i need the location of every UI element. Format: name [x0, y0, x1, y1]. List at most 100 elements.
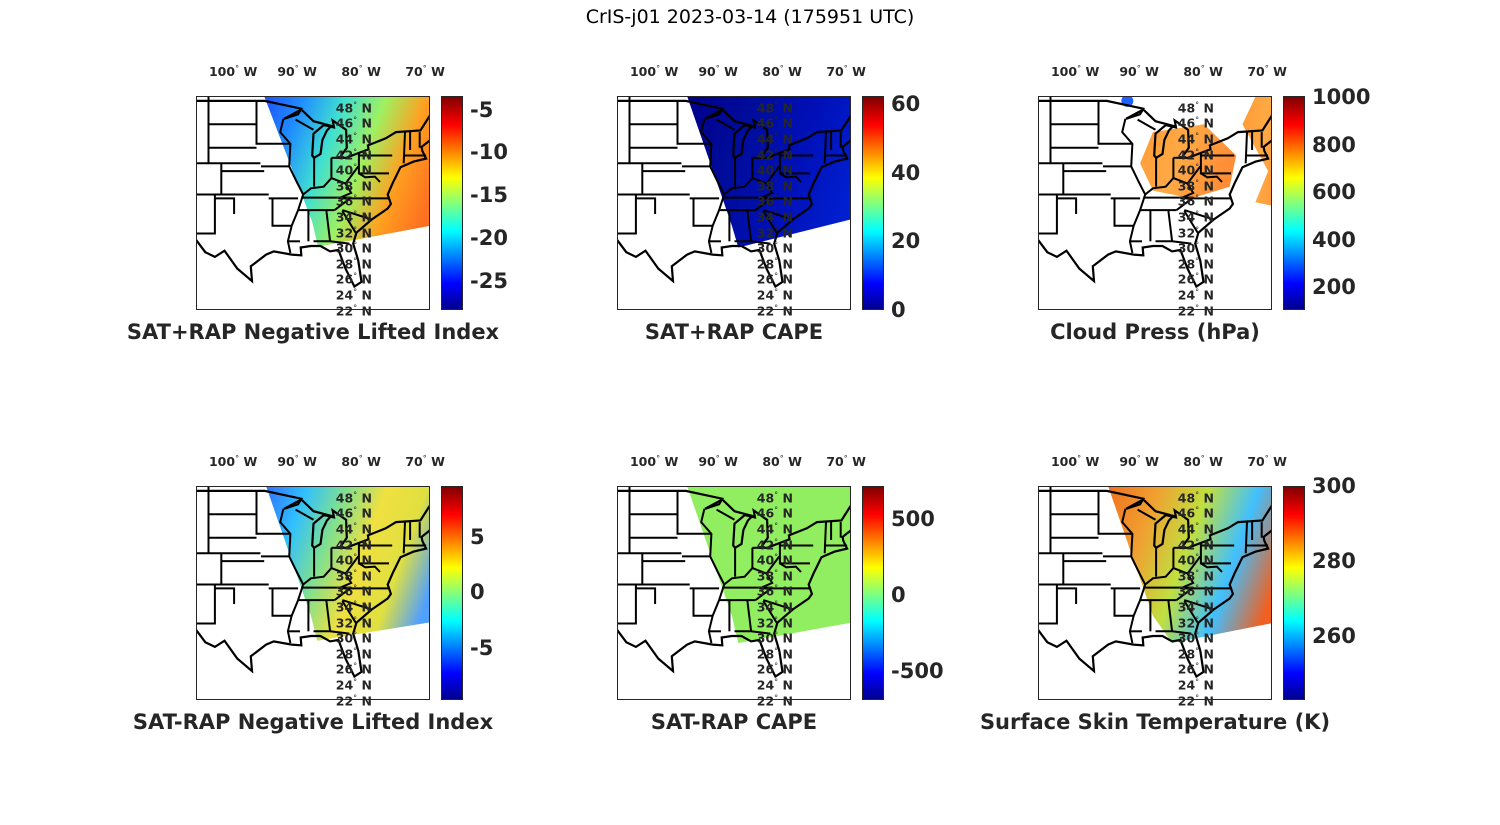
lat-tick-label: 38° N	[757, 178, 793, 193]
lat-value: 48	[756, 100, 775, 116]
degree-symbol: °	[353, 692, 358, 702]
degree-symbol: °	[1195, 599, 1200, 609]
lon-tick-label: 90° W	[698, 64, 738, 79]
panel-title: SAT+RAP CAPE	[644, 320, 824, 344]
lon-hemisphere: W	[1209, 64, 1223, 80]
state-border	[271, 198, 292, 227]
lat-tick-label: 22° N	[1178, 303, 1214, 318]
state-border	[618, 194, 637, 235]
lat-tick-label: 36° N	[1178, 194, 1214, 209]
lat-value: 34	[1177, 599, 1196, 615]
lat-hemisphere: N	[361, 630, 372, 646]
degree-symbol: °	[774, 677, 779, 687]
lat-value: 30	[1177, 240, 1196, 256]
degree-symbol: °	[1195, 224, 1200, 234]
lat-tick-label: 48° N	[757, 100, 793, 115]
degree-symbol: °	[353, 490, 358, 500]
lat-hemisphere: N	[361, 505, 372, 521]
lat-hemisphere: N	[361, 256, 372, 272]
state-border	[676, 490, 712, 535]
lat-tick-label: 44° N	[336, 131, 372, 146]
lon-tick-label: 70° W	[405, 64, 445, 79]
lon-tick-label: 100° W	[630, 454, 678, 469]
lon-hemisphere: W	[243, 64, 258, 80]
state-border	[1056, 587, 1078, 604]
state-border	[338, 183, 353, 200]
lat-value: 48	[1177, 100, 1196, 116]
degree-symbol: °	[1264, 454, 1269, 463]
state-border	[295, 508, 314, 521]
degree-symbol: °	[353, 536, 358, 546]
lon-value: 100	[208, 64, 236, 80]
state-border	[1183, 599, 1215, 611]
lat-hemisphere: N	[361, 178, 372, 194]
lat-hemisphere: N	[361, 225, 372, 241]
lat-hemisphere: N	[782, 271, 793, 287]
degree-symbol: °	[774, 646, 779, 656]
colorbar-tick-label: 40	[891, 160, 921, 185]
lon-hemisphere: W	[1273, 64, 1287, 80]
lat-tick-label: 28° N	[336, 256, 372, 271]
state-border	[779, 172, 802, 183]
lon-tick-label: 90° W	[1119, 454, 1159, 469]
lat-tick-label: 34° N	[336, 209, 372, 224]
degree-symbol: °	[353, 661, 358, 671]
lat-hemisphere: N	[782, 568, 793, 584]
degree-symbol: °	[358, 454, 363, 463]
lat-value: 28	[756, 256, 775, 272]
lat-tick-label: 38° N	[336, 178, 372, 193]
state-border	[692, 198, 713, 227]
state-border	[313, 240, 350, 245]
state-border	[754, 586, 773, 601]
state-border	[1039, 584, 1058, 625]
lat-tick-label: 28° N	[336, 646, 372, 661]
state-border	[1180, 573, 1195, 590]
state-border	[341, 600, 357, 624]
lat-tick-label: 32° N	[1178, 225, 1214, 240]
lat-hemisphere: N	[782, 178, 793, 194]
lon-tick-label: 70° W	[826, 454, 866, 469]
state-border	[759, 183, 774, 200]
lat-hemisphere: N	[1203, 271, 1214, 287]
state-border	[197, 584, 216, 625]
lat-value: 38	[756, 568, 775, 584]
lat-value: 42	[335, 147, 354, 163]
lat-hemisphere: N	[1203, 630, 1214, 646]
lat-value: 48	[335, 100, 354, 116]
lat-tick-label: 28° N	[757, 256, 793, 271]
degree-symbol: °	[1195, 630, 1200, 640]
lat-hemisphere: N	[1203, 521, 1214, 537]
degree-symbol: °	[294, 64, 299, 73]
map-panel: 100° W 90° W 80° W 70° W 48° N 46° N 44° N 42° …	[1038, 64, 1458, 396]
degree-symbol: °	[774, 536, 779, 546]
degree-symbol: °	[353, 568, 358, 578]
lon-hemisphere: W	[788, 64, 802, 80]
lat-tick-label: 22° N	[336, 693, 372, 708]
lat-tick-label: 40° N	[336, 163, 372, 178]
lat-hemisphere: N	[361, 162, 372, 178]
lon-hemisphere: W	[724, 64, 738, 80]
lat-value: 36	[1177, 193, 1196, 209]
colorbar-tick-label: 200	[1312, 275, 1356, 300]
lat-hemisphere: N	[361, 677, 372, 693]
lon-tick-label: 100° W	[209, 454, 257, 469]
degree-symbol: °	[353, 521, 358, 531]
map-panel: 100° W 90° W 80° W 70° W 48° N 46° N 44° N 42° …	[617, 64, 1037, 396]
degree-symbol: °	[774, 583, 779, 593]
degree-symbol: °	[774, 302, 779, 312]
lon-hemisphere: W	[303, 454, 317, 470]
colorbar-tick-label: -20	[470, 226, 508, 251]
lat-hemisphere: N	[782, 209, 793, 225]
degree-symbol: °	[774, 209, 779, 219]
lat-hemisphere: N	[361, 583, 372, 599]
degree-symbol: °	[1195, 552, 1200, 562]
lat-hemisphere: N	[361, 271, 372, 287]
lat-tick-label: 40° N	[1178, 553, 1214, 568]
lat-value: 30	[335, 630, 354, 646]
degree-symbol: °	[774, 193, 779, 203]
lon-value: 70	[405, 454, 423, 470]
lat-tick-label: 24° N	[1178, 287, 1214, 302]
state-border	[325, 599, 332, 632]
lon-hemisphere: W	[1273, 454, 1287, 470]
degree-symbol: °	[1195, 583, 1200, 593]
